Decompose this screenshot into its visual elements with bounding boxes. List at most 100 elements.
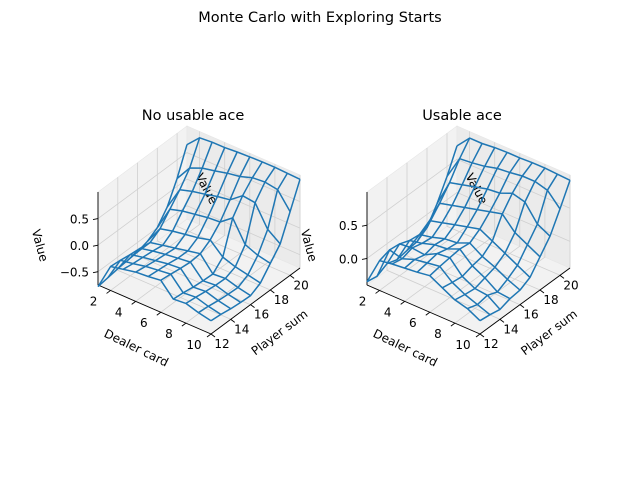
- x-tick-mark: [499, 318, 505, 323]
- wire-row: [366, 145, 458, 283]
- x-tick-mark: [519, 304, 525, 309]
- y-tick-mark: [206, 333, 212, 338]
- y-tick-label: 4: [115, 305, 123, 319]
- y-tick-label: 10: [186, 338, 201, 352]
- y-tick-mark: [400, 300, 405, 305]
- x-tick-label: 18: [274, 293, 289, 307]
- gridline-y: [160, 153, 251, 313]
- gridline-y: [110, 131, 201, 291]
- wire-row: [110, 137, 201, 268]
- x-tick-mark: [250, 304, 255, 309]
- y-tick-label: 10: [455, 338, 470, 352]
- wire-row: [429, 157, 521, 277]
- wire-col: [127, 247, 242, 304]
- z-tick-mark: [92, 271, 99, 274]
- x-tick-label: 14: [234, 322, 249, 336]
- gridline-z: [366, 158, 571, 226]
- wire-col: [376, 249, 491, 316]
- wire-row: [416, 152, 508, 273]
- wire-col: [406, 233, 521, 291]
- subplot-title: Usable ace: [422, 108, 502, 124]
- wire-row: [160, 156, 251, 281]
- gridline-x: [156, 148, 271, 291]
- subplot-title: No usable ace: [142, 108, 245, 124]
- wire-row: [479, 180, 571, 322]
- y-tick-mark: [450, 322, 456, 327]
- gridline-z: [97, 152, 301, 219]
- wire-col: [436, 181, 551, 237]
- y-tick-mark: [156, 311, 162, 316]
- wire-col: [107, 259, 222, 316]
- wire-row: [197, 172, 289, 314]
- gridline-z: [366, 191, 571, 259]
- wire-row: [210, 179, 301, 322]
- y-tick-label: 4: [384, 305, 392, 319]
- wire-row: [467, 173, 559, 310]
- wire-row: [391, 143, 483, 265]
- y-axis-line: [366, 284, 481, 335]
- wire-row: [147, 151, 238, 278]
- y-tick-label: 2: [90, 294, 98, 308]
- x-tick-label: 12: [214, 337, 229, 351]
- y-tick-label: 6: [409, 316, 417, 330]
- wire-col: [426, 202, 541, 258]
- wire-row: [122, 141, 213, 270]
- wire-col: [366, 259, 481, 322]
- x-tick-mark: [539, 289, 545, 294]
- z-tick-mark: [361, 224, 368, 227]
- wire-col: [446, 157, 561, 210]
- x-tick-label: 16: [254, 308, 269, 322]
- wire-col: [117, 253, 232, 310]
- y-axis-line: [97, 284, 212, 335]
- wire-row: [172, 161, 263, 300]
- wireframe-surface: [97, 137, 301, 322]
- x-tick-mark: [479, 333, 485, 338]
- z-axis-label: Value: [29, 228, 51, 263]
- z-tick-mark: [361, 257, 368, 260]
- y-tick-mark: [425, 311, 431, 316]
- y-tick-mark: [181, 322, 187, 327]
- x-tick-mark: [230, 318, 236, 323]
- wire-row: [185, 166, 276, 305]
- z-tick-label: 0.5: [70, 213, 89, 227]
- wire-col: [97, 265, 212, 322]
- z-tick-mark: [92, 218, 99, 221]
- y-tick-label: 8: [434, 327, 442, 341]
- y-tick-mark: [375, 290, 380, 294]
- y-tick-mark: [131, 300, 136, 305]
- wire-row: [404, 147, 496, 269]
- x-tick-label: 14: [503, 322, 518, 336]
- wire-row: [441, 162, 533, 289]
- x-tick-mark: [270, 289, 275, 294]
- y-tick-label: 6: [140, 316, 148, 330]
- x-tick-label: 12: [483, 337, 498, 351]
- x-tick-label: 20: [293, 278, 308, 292]
- wire-col: [156, 208, 271, 265]
- x-tick-label: 20: [563, 278, 578, 292]
- y-tick-mark: [106, 290, 111, 294]
- z-tick-label: 0.0: [70, 239, 89, 253]
- wire-col: [137, 241, 252, 297]
- gridline-x: [117, 177, 231, 320]
- z-tick-label: −0.5: [60, 266, 89, 280]
- gridline-y: [185, 164, 276, 324]
- x-tick-mark: [559, 274, 565, 279]
- wire-col: [146, 228, 261, 284]
- x-axis-line: [210, 267, 301, 335]
- x-tick-label: 16: [523, 308, 538, 322]
- wire-col: [176, 167, 291, 212]
- wire-col: [456, 137, 571, 181]
- z-tick-mark: [92, 244, 99, 247]
- y-tick-label: 2: [359, 294, 367, 308]
- wire-col: [166, 188, 281, 245]
- x-tick-label: 18: [543, 293, 558, 307]
- x-axis-line: [479, 267, 571, 335]
- wire-col: [416, 219, 531, 278]
- wire-col: [396, 239, 511, 300]
- y-tick-mark: [475, 333, 481, 338]
- wire-row: [454, 167, 546, 301]
- figure-title: Monte Carlo with Exploring Starts: [198, 10, 441, 26]
- gridline-x: [406, 162, 521, 306]
